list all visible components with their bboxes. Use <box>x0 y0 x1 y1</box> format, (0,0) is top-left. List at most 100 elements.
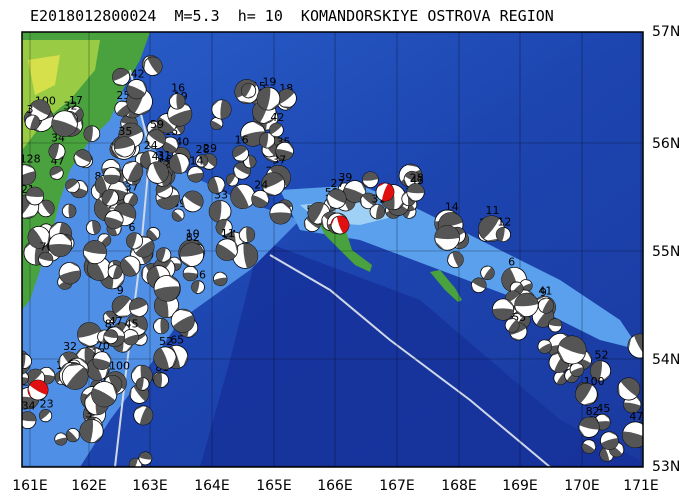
focal-mechanism-beachball <box>65 428 80 443</box>
lon-label-167e: 167E <box>379 478 415 494</box>
focal-mechanism-beachball <box>210 117 224 130</box>
focal-mechanism-beachball <box>179 242 205 267</box>
focal-mechanism-beachball <box>39 409 53 423</box>
mechanism-label: 16 <box>235 134 249 147</box>
focal-mechanisms-layer: 1004781712813702132343523254035151819164… <box>22 55 643 467</box>
mechanism-label: 16 <box>171 82 185 95</box>
focal-mechanism-beachball <box>589 360 612 382</box>
focal-mechanism-beachball <box>447 251 464 268</box>
focal-mechanism-beachball <box>434 225 460 251</box>
focal-mechanism-beachball <box>22 164 37 186</box>
focal-mechanism-beachball <box>92 351 112 370</box>
mechanism-label: 41 <box>152 150 166 163</box>
focal-mechanism-beachball <box>146 129 166 150</box>
mechanism-label: 82 <box>586 405 600 418</box>
mechanism-label: 27 <box>330 177 344 190</box>
focal-mechanism-beachball <box>83 125 101 143</box>
focal-mechanism-beachball <box>143 56 163 76</box>
mechanism-label: 59 <box>150 118 164 131</box>
deep-basin <box>200 240 640 467</box>
mechanism-label: 31 <box>157 149 171 162</box>
map-border <box>21 31 644 468</box>
mechanism-label: 10 <box>186 228 200 241</box>
focal-mechanism-beachball <box>101 189 119 207</box>
focal-mechanism-beachball <box>211 99 232 120</box>
focal-mechanism-beachball <box>578 416 600 438</box>
focal-mechanism-beachball <box>617 377 641 401</box>
mechanism-label: 40 <box>175 135 189 148</box>
lat-label-55n: 55N <box>652 244 681 260</box>
focal-mechanism-beachball <box>135 377 150 391</box>
focal-mechanism-beachball <box>191 280 205 294</box>
focal-mechanism-beachball <box>213 271 228 287</box>
lon-label-161e: 161E <box>12 478 48 494</box>
focal-mechanism-beachball <box>600 431 619 451</box>
focal-mechanism-beachball <box>126 79 147 100</box>
focal-mechanism-beachball <box>195 154 209 168</box>
focal-mechanism-beachball <box>230 183 256 210</box>
mechanism-label: 47 <box>629 410 643 423</box>
mechanism-label: 8 <box>94 170 101 183</box>
focal-mechanism-beachball <box>622 421 643 449</box>
focal-mechanism-beachball <box>22 411 37 429</box>
mechanism-label: 17 <box>69 94 83 107</box>
focal-mechanism-beachball <box>225 173 239 187</box>
focal-mechanism-beachball <box>504 317 520 333</box>
focal-mechanism-beachball <box>362 171 379 189</box>
mechanism-label: 70 <box>96 340 110 353</box>
focal-mechanism-beachball <box>170 308 195 333</box>
lon-label-164e: 164E <box>194 478 230 494</box>
focal-mechanism-beachball <box>537 339 552 354</box>
focal-mechanism-beachball <box>215 238 239 261</box>
mechanism-label: 47 <box>109 315 123 328</box>
kamchatka-peak <box>28 55 60 95</box>
focal-mechanism-beachball <box>232 145 249 162</box>
mechanism-label: 32 <box>63 340 77 353</box>
focal-mechanism-beachball <box>215 218 233 236</box>
mechanism-label: 19 <box>262 75 276 88</box>
focal-mechanism-beachball <box>375 182 395 202</box>
focal-mechanism-beachball <box>238 226 256 243</box>
mechanism-label: 65 <box>170 333 184 346</box>
mechanism-label: 39 <box>338 171 352 184</box>
focal-mechanism-beachball <box>514 292 539 318</box>
lat-label-54n: 54N <box>652 352 681 368</box>
mechanism-label: 34 <box>22 400 36 413</box>
mechanism-label: 28 <box>410 172 424 185</box>
mechanism-label: 52 <box>595 349 609 362</box>
focal-mechanism-beachball <box>58 262 82 285</box>
focal-mechanism-beachball <box>207 176 226 194</box>
focal-mechanism-beachball <box>25 186 45 206</box>
focal-mechanism-beachball <box>107 264 123 280</box>
mechanism-label: 100 <box>109 360 130 373</box>
focal-mechanism-beachball <box>119 255 141 277</box>
mechanism-label: 14 <box>445 201 459 214</box>
focal-mechanism-beachball <box>77 322 102 347</box>
mechanism-label: 45 <box>125 317 139 330</box>
mechanism-label: 82 <box>186 231 200 244</box>
focal-mechanism-beachball <box>49 166 64 180</box>
mechanism-label: 24 <box>144 139 158 152</box>
focal-mechanism-beachball <box>122 160 144 182</box>
mechanism-label: 14 <box>190 155 204 168</box>
focal-mechanism-beachball <box>112 67 131 87</box>
mechanism-label: 9 <box>117 284 124 297</box>
focal-mechanism-beachball <box>187 166 204 183</box>
focal-mechanism-beachball <box>256 86 281 111</box>
focal-mechanism-beachball <box>406 183 425 202</box>
focal-mechanism-beachball <box>146 227 161 241</box>
focal-mechanism-beachball <box>123 192 138 207</box>
lat-label-56n: 56N <box>652 136 681 152</box>
focal-mechanism-beachball <box>277 88 297 109</box>
focal-mechanism-beachball <box>48 233 73 257</box>
focal-mechanism-beachball <box>326 188 347 209</box>
lon-label-170e: 170E <box>564 478 600 494</box>
focal-mechanism-beachball <box>38 251 54 268</box>
focal-mechanism-beachball <box>537 297 554 314</box>
focal-mechanism-beachball <box>146 161 169 184</box>
lon-label-163e: 163E <box>132 478 168 494</box>
focal-mechanism-beachball <box>114 100 131 117</box>
focal-mechanism-beachball <box>169 93 186 110</box>
mechanism-label: 23 <box>40 398 54 411</box>
focal-mechanism-beachball <box>153 346 177 370</box>
